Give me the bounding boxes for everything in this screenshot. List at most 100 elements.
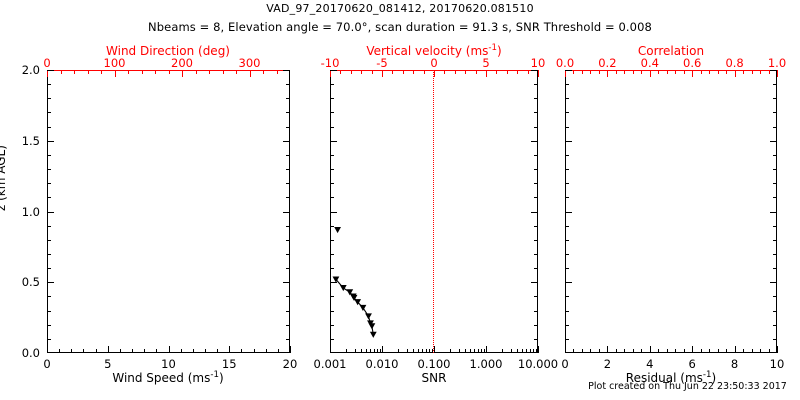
snr-top-tick-label: 5	[482, 56, 490, 70]
axis-tick	[565, 338, 569, 340]
axis-tick	[534, 84, 538, 86]
axis-tick	[770, 282, 777, 284]
snr-data-point-marker	[367, 320, 374, 327]
axis-tick	[286, 112, 290, 114]
snr-data-point-marker	[349, 293, 357, 300]
axis-tick	[209, 70, 210, 74]
axis-tick	[527, 70, 529, 74]
axis-tick	[330, 169, 334, 171]
axis-tick	[534, 324, 538, 326]
axis-tick	[330, 183, 334, 185]
axis-tick	[581, 349, 583, 353]
residual-axis-title-text: Residual (ms	[625, 371, 703, 385]
axis-tick	[340, 70, 342, 74]
wind-top-tick-label: 0	[43, 56, 51, 70]
axis-tick	[709, 349, 711, 353]
snr-data-point-marker	[365, 313, 372, 320]
axis-tick	[330, 268, 334, 270]
snr-data-point-marker	[359, 304, 367, 311]
wind-speed-axis-title: Wind Speed (ms-1)	[112, 371, 223, 385]
axis-tick	[773, 296, 777, 298]
axis-tick	[434, 346, 435, 353]
axis-tick	[283, 352, 290, 353]
axis-tick	[590, 349, 592, 353]
y-axis-tick-label: 0.0	[21, 346, 40, 360]
axis-tick	[330, 324, 334, 326]
axis-tick	[465, 70, 467, 74]
axis-tick	[47, 310, 51, 312]
axis-tick	[454, 70, 456, 74]
axis-tick	[350, 70, 352, 74]
axis-tick	[615, 349, 617, 353]
y-axis-tick-label: 1.0	[21, 204, 40, 219]
axis-tick	[480, 349, 482, 353]
axis-tick	[47, 352, 54, 353]
axis-tick	[236, 70, 237, 74]
snr-data-point-marker	[334, 227, 341, 234]
snr-data-point-marker	[369, 331, 377, 338]
axis-tick	[641, 70, 643, 74]
residual-axis-title: Residual (ms-1)	[626, 371, 716, 385]
axis-tick	[286, 268, 290, 270]
axis-tick	[222, 70, 224, 74]
axis-tick	[565, 197, 569, 199]
axis-tick	[330, 338, 334, 340]
axis-tick	[565, 324, 569, 326]
wind-direction-axis-title: Wind Direction (deg)	[106, 44, 230, 58]
axis-tick	[770, 70, 777, 71]
axis-tick	[770, 211, 777, 213]
axis-tick	[330, 239, 334, 241]
axis-tick	[249, 70, 251, 77]
axis-tick	[180, 349, 182, 353]
axis-tick	[565, 183, 569, 185]
axis-tick	[425, 349, 427, 353]
axis-tick	[60, 70, 62, 74]
axis-tick	[431, 349, 433, 353]
axis-tick	[330, 225, 334, 227]
vertical-velocity-axis-title-tail: )	[497, 44, 502, 58]
axis-tick	[683, 70, 685, 74]
axis-tick	[486, 70, 487, 77]
snr-data-point-marker	[339, 285, 347, 292]
y-axis-label: z (km AGL)	[0, 145, 8, 211]
snr-bottom-tick-label: 0.010	[365, 357, 399, 371]
axis-tick	[47, 70, 54, 71]
axis-tick	[607, 346, 609, 353]
figure-subtitle: Nbeams = 8, Elevation angle = 70.0°, sca…	[148, 20, 652, 34]
axis-tick	[496, 70, 498, 74]
axis-tick	[470, 349, 472, 353]
axis-tick	[192, 349, 194, 353]
axis-tick	[534, 197, 538, 199]
axis-tick	[773, 112, 777, 114]
axis-tick	[565, 253, 569, 255]
axis-tick	[751, 349, 753, 353]
axis-tick	[330, 98, 334, 100]
axis-tick	[743, 349, 745, 353]
axis-tick	[477, 349, 479, 353]
axis-tick	[47, 154, 51, 156]
axis-tick	[717, 349, 719, 353]
axis-tick	[526, 349, 528, 353]
axis-tick	[624, 349, 626, 353]
axis-tick	[47, 126, 51, 128]
axis-tick	[666, 349, 668, 353]
axis-tick	[768, 349, 770, 353]
axis-tick	[534, 268, 538, 270]
axis-tick	[241, 349, 243, 353]
axis-tick	[47, 84, 51, 86]
residual-axis-title-tail: )	[711, 371, 717, 385]
axis-tick	[649, 346, 651, 353]
axis-tick	[773, 268, 777, 270]
axis-tick	[47, 169, 51, 171]
y-axis-tick-label: 0.5	[21, 275, 40, 290]
axis-tick	[253, 349, 255, 353]
axis-tick	[535, 349, 537, 353]
axis-tick	[773, 169, 777, 171]
axis-tick	[444, 70, 446, 74]
zero-vertical-velocity-reference-line	[433, 70, 434, 353]
residual-bottom-tick-label: 4	[646, 357, 654, 371]
axis-tick	[773, 183, 777, 185]
snr-bottom-tick-label: 1.000	[469, 357, 503, 371]
axis-tick	[534, 338, 538, 340]
